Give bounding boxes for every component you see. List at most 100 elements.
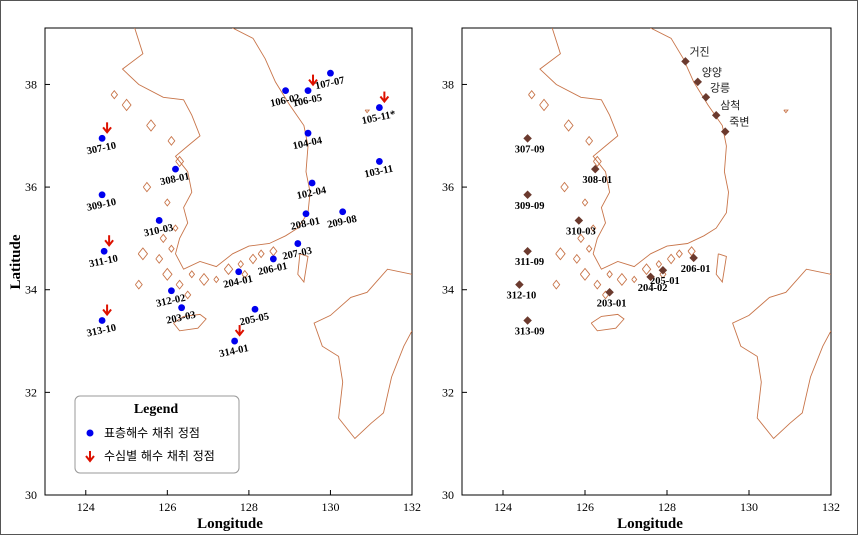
depth-arrow-icon xyxy=(102,122,112,134)
coastline-segment xyxy=(142,181,152,193)
station-label: 204-02 xyxy=(638,283,668,294)
coastline-segment xyxy=(173,313,207,332)
right-map-panel: 124 126 128 130 132 30 32 34 36 38 Longitude 307-… xyxy=(442,27,840,532)
legend-title: Legend xyxy=(134,402,179,417)
coastline-segment xyxy=(164,198,171,207)
x-tick-label: 124 xyxy=(77,500,95,514)
legend-surface-label: 표층해수 채취 정점 xyxy=(104,426,200,440)
surface-station-marker xyxy=(308,179,316,187)
coastline-segment xyxy=(590,313,625,332)
coastline-segment xyxy=(590,224,597,232)
left-axis-ticks: 124 126 128 130 132 30 32 34 36 38 xyxy=(25,77,421,514)
surface-station-marker xyxy=(168,287,175,295)
coastline-segment xyxy=(585,135,594,146)
coastline-segment xyxy=(560,181,569,193)
depth-arrow-icon xyxy=(308,74,318,87)
coastline-segment xyxy=(581,198,589,207)
coastline-segment xyxy=(223,263,234,276)
y-tick-label: 30 xyxy=(442,488,454,502)
coastline-segment xyxy=(586,244,593,253)
left-y-axis-label: Latitude xyxy=(8,234,24,289)
surface-station-marker xyxy=(304,87,312,95)
coastline-segment xyxy=(732,268,831,440)
coastline-segment xyxy=(631,275,638,284)
y-tick-label: 38 xyxy=(442,77,454,91)
coastline-segment xyxy=(232,28,233,29)
coastline-segment xyxy=(146,119,156,132)
coastline-segment xyxy=(616,272,628,287)
y-tick-label: 38 xyxy=(25,77,37,91)
y-tick-label: 30 xyxy=(25,488,37,502)
coastline-segment xyxy=(539,98,549,112)
surface-station-marker xyxy=(235,268,243,276)
station-label: 205-01 xyxy=(650,276,680,287)
station-marker xyxy=(515,280,524,289)
station-label: 307-09 xyxy=(515,144,545,155)
coastline-segment xyxy=(606,270,613,279)
surface-station-marker xyxy=(98,134,106,142)
legend-depth-label: 수심별 해수 채취 정점 xyxy=(104,449,215,463)
surface-station-marker xyxy=(302,210,310,218)
city-label: 삼척 xyxy=(720,99,740,112)
depth-arrow-icon xyxy=(102,304,112,317)
right-axis-ticks: 124 126 128 130 132 30 32 34 36 38 xyxy=(442,77,840,514)
x-tick-label: 124 xyxy=(494,500,512,514)
surface-station-marker xyxy=(327,69,334,77)
y-tick-label: 36 xyxy=(442,180,454,194)
coastline-segment xyxy=(199,272,210,287)
city-label: 양양 xyxy=(702,66,722,79)
coastline-segment xyxy=(667,253,676,265)
coastline-segment xyxy=(121,98,132,112)
y-tick-label: 34 xyxy=(442,283,454,297)
right-x-axis-label: Longitude xyxy=(617,516,683,532)
coastline-segment xyxy=(593,155,602,168)
station-marker xyxy=(658,265,668,275)
coastline-segment xyxy=(528,89,536,100)
coastline-segment xyxy=(137,247,149,261)
city-label: 거진 xyxy=(689,45,709,58)
coastline-segment xyxy=(563,119,574,132)
coastline-segment xyxy=(297,253,309,284)
coastline-segment xyxy=(715,253,727,284)
surface-station-marker xyxy=(100,247,108,255)
surface-station-marker xyxy=(304,129,312,137)
coastline-segment xyxy=(641,263,652,276)
y-tick-label: 32 xyxy=(25,385,37,399)
left-x-axis-label: Longitude xyxy=(197,516,263,532)
coastline-segment xyxy=(188,270,196,279)
coastline-segment xyxy=(241,269,249,279)
station-marker xyxy=(646,272,655,282)
coastline-segment xyxy=(555,247,566,261)
coastline-segment xyxy=(167,135,176,146)
coastline-segment xyxy=(675,249,683,259)
coastline-segment xyxy=(175,155,185,168)
legend-depth-arrow-icon xyxy=(85,451,95,463)
coastline-segment xyxy=(172,224,179,232)
coastline-segment xyxy=(687,246,696,257)
coastline-segment xyxy=(364,109,371,114)
coastline-segment xyxy=(573,253,581,264)
x-tick-label: 128 xyxy=(658,500,676,514)
y-tick-label: 34 xyxy=(25,283,37,297)
station-label: 203-01 xyxy=(597,298,627,309)
coastline-segment xyxy=(539,28,729,270)
station-marker xyxy=(523,316,532,325)
city-label: 강릉 xyxy=(710,81,730,94)
y-tick-label: 36 xyxy=(25,180,37,194)
coastline-segment xyxy=(110,89,119,100)
right-coastline xyxy=(528,28,831,440)
station-marker xyxy=(605,288,614,297)
coastline-segment xyxy=(257,249,265,259)
station-label: 206-01 xyxy=(681,264,711,275)
left-map-panel: 124 126 128 130 132 30 32 34 36 38 Longitude Lati… xyxy=(8,27,421,532)
surface-station-marker xyxy=(98,191,106,199)
coastline-segment xyxy=(168,244,175,253)
coastline-segment xyxy=(175,279,184,290)
coastline-segment xyxy=(783,109,789,114)
x-tick-label: 132 xyxy=(403,500,421,514)
surface-station-marker xyxy=(375,104,383,111)
coastline-segment xyxy=(552,279,561,290)
surface-station-marker xyxy=(251,305,259,313)
surface-station-marker xyxy=(282,87,289,95)
